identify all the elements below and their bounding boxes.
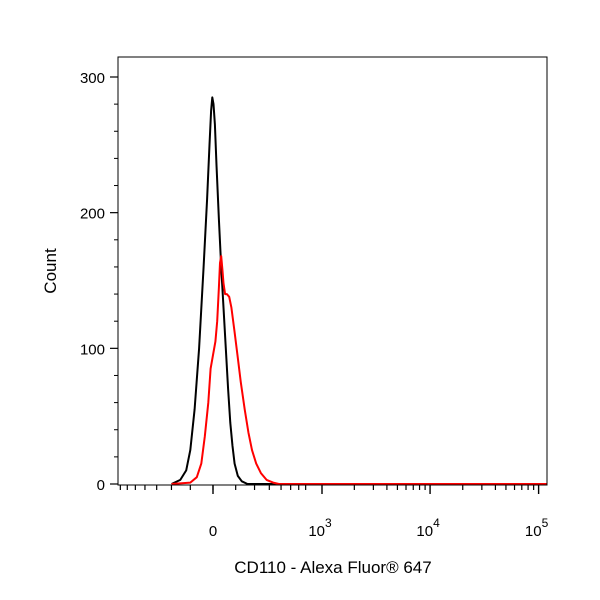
x-tick-label: 0: [209, 523, 217, 540]
x-minor-ticks: [119, 485, 535, 490]
x-tick-label: 104: [416, 516, 440, 540]
x-axis-label: CD110 - Alexa Fluor® 647: [234, 558, 431, 577]
y-tick-label: 300: [80, 70, 105, 87]
y-tick-label: 0: [97, 477, 105, 494]
y-tick-label: 100: [80, 341, 105, 358]
plot-frame: [117, 56, 548, 486]
x-tick-label: 105: [525, 516, 549, 540]
series-line-2: [171, 255, 547, 485]
series-lines: [171, 96, 547, 485]
x-ticks: 0 103 104 105: [209, 485, 549, 540]
y-tick-label: 200: [80, 206, 105, 223]
y-axis-label: Count: [41, 248, 60, 294]
x-tick-label: 103: [308, 516, 332, 540]
y-ticks: 0 100 200 300: [80, 70, 118, 494]
series-line-1: [171, 96, 547, 485]
